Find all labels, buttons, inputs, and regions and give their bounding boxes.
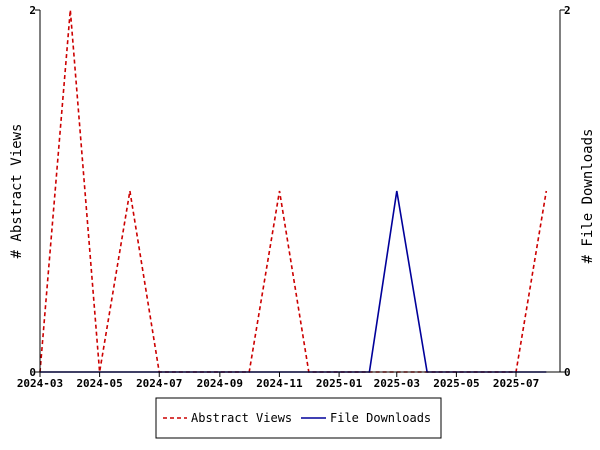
y-axis-left-title: # Abstract Views — [9, 124, 25, 259]
legend-box — [155, 397, 442, 439]
y-left-tick-label: 0 — [29, 366, 36, 379]
y-axis-right-title: # File Downloads — [580, 129, 596, 264]
y-left-tick-label: 2 — [29, 4, 36, 17]
x-tick-label: 2024-11 — [256, 377, 303, 390]
x-tick-label: 2024-07 — [136, 377, 182, 390]
x-tick-label: 2024-05 — [76, 377, 122, 390]
axis-layer: 0 0 2 2 2024-03 2024-05 2024-07 2024-09 2024-11 2… — [17, 4, 571, 390]
legend: Abstract Views File Downloads — [155, 397, 442, 439]
x-tick-label: 2025-05 — [433, 377, 479, 390]
series-line-abstract-views — [39, 9, 548, 373]
x-tick-label: 2024-09 — [197, 377, 243, 390]
series-layer — [39, 9, 548, 373]
series-line-file-downloads — [40, 190, 547, 373]
y-right-tick-label: 2 — [564, 4, 571, 17]
legend-label-file-downloads: File Downloads — [330, 411, 431, 425]
y-right-tick-label: 0 — [564, 366, 571, 379]
x-tick-label: 2025-07 — [493, 377, 539, 390]
legend-label-abstract-views: Abstract Views — [191, 411, 292, 425]
x-tick-label: 2025-03 — [374, 377, 420, 390]
x-tick-label: 2025-01 — [316, 377, 363, 390]
x-tick-label: 2024-03 — [17, 377, 63, 390]
